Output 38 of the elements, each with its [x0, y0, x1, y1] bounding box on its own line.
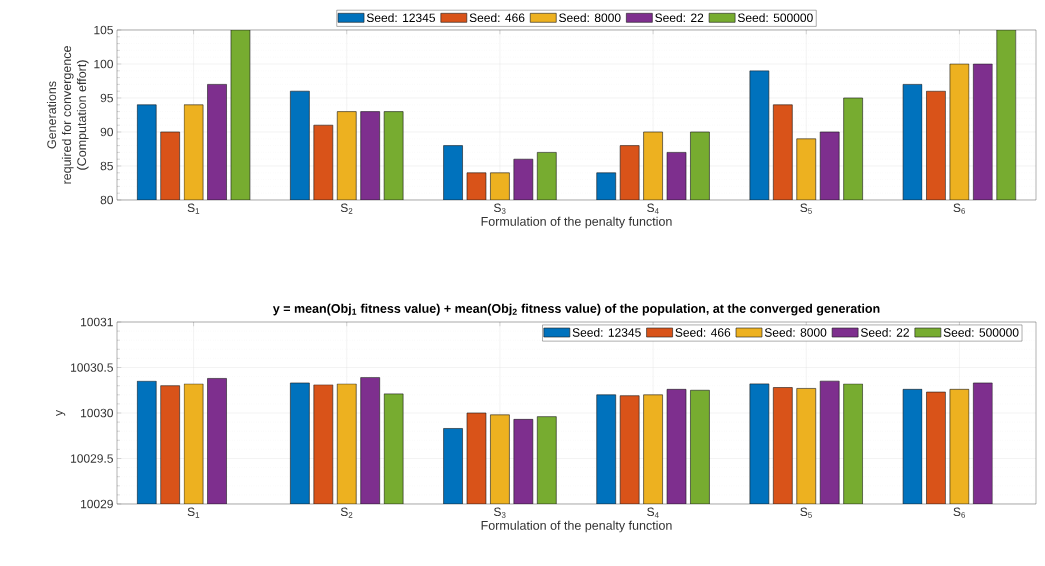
y-tick-label: 10029.5	[71, 454, 113, 463]
x-tick-label: S$_{2}$	[340, 507, 353, 518]
legend-label: Seed: 12345	[366, 13, 435, 23]
x-tick-label: S$_{6}$	[953, 203, 966, 214]
y-tick-label: 85	[100, 161, 113, 171]
legend-label: Seed: 466	[469, 13, 525, 23]
y-tick-label: 100	[94, 59, 113, 69]
y-tick-label: 105	[94, 25, 113, 35]
x-tick-label: S$_{3}$	[493, 203, 506, 214]
chart-title: y = mean(Obj$_{1}$ fitness value) + mean(Obj$_{2}$ fitness value) of the population, at the converged generation	[272, 303, 880, 316]
x-tick-label: S$_{4}$	[647, 507, 659, 518]
x-tick-label: S$_{5}$	[800, 203, 812, 214]
y-tick-label: 95	[100, 93, 113, 103]
y-tick-label: 10030	[81, 408, 113, 418]
x-tick-label: S$_{1}$	[187, 507, 200, 518]
y-tick-label: 80	[100, 195, 113, 205]
x-tick-label: S$_{1}$	[187, 203, 200, 214]
y-tick-label: 10029	[81, 499, 113, 509]
y-tick-label: 10031	[81, 317, 113, 327]
y-tick-label: 90	[100, 127, 113, 137]
legend-label: Seed: 466	[675, 327, 731, 337]
x-tick-label: S$_{2}$	[340, 203, 353, 214]
x-axis-title: Formulation of the penalty function	[481, 520, 672, 533]
legend-label: Seed: 22	[655, 13, 704, 23]
x-axis-title: Formulation of the penalty function	[481, 216, 672, 229]
legend-label: Seed: 12345	[572, 327, 641, 337]
legend-label: Seed: 8000	[764, 327, 827, 337]
legend-label: Seed: 500000	[943, 327, 1019, 337]
legend-label: Seed: 8000	[559, 13, 621, 23]
y-tick-label: 10030.5	[71, 363, 113, 372]
y-axis-title: y	[56, 409, 66, 417]
x-tick-label: S$_{5}$	[800, 507, 812, 518]
legend-label: Seed: 22	[860, 327, 909, 337]
y-axis-title: Generations required for convergence (Computation effort)	[46, 46, 89, 184]
x-tick-label: S$_{3}$	[493, 507, 506, 518]
legend-label: Seed: 500000	[737, 13, 813, 23]
x-tick-label: S$_{4}$	[647, 203, 659, 214]
x-tick-label: S$_{6}$	[953, 507, 966, 518]
